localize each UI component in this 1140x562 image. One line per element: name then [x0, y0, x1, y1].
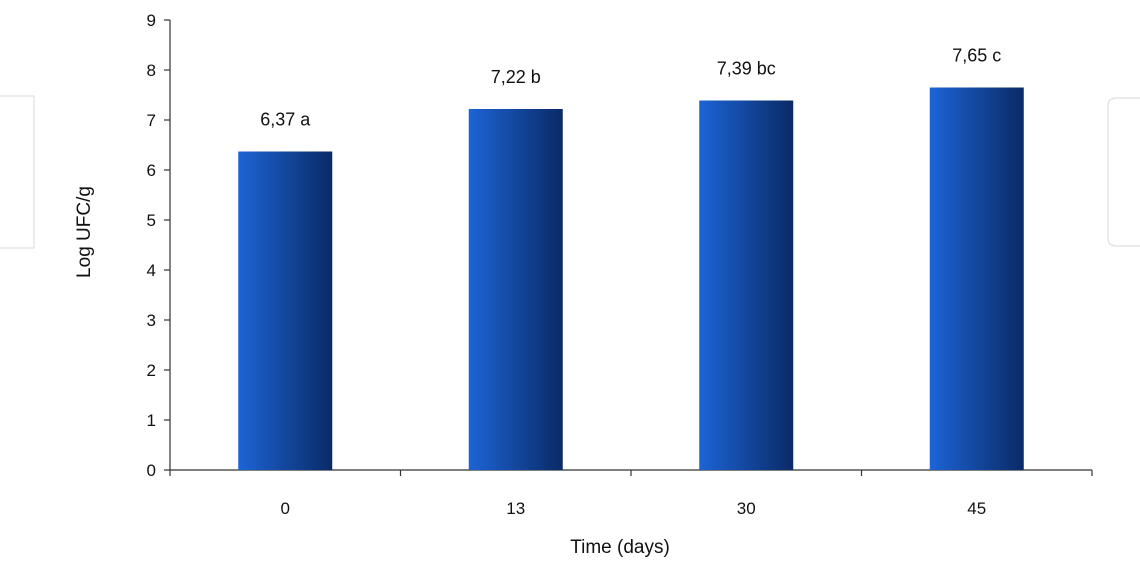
bars [238, 87, 1024, 470]
y-tick-label: 8 [147, 61, 156, 80]
data-label-30: 7,39 bc [717, 59, 776, 79]
bar-13 [468, 109, 563, 470]
y-tick-label: 9 [147, 11, 156, 30]
decorative-frame-left [0, 95, 35, 249]
x-axis: 0 13 30 45 [169, 469, 1093, 518]
y-tick-label: 3 [147, 311, 156, 330]
data-label-45: 7,65 c [952, 46, 1001, 66]
y-tick-label: 4 [147, 261, 156, 280]
y-axis-title: Log UFC/g [74, 186, 95, 278]
data-label-13: 7,22 b [491, 67, 541, 87]
y-axis: 0 1 2 3 4 5 6 7 8 9 [147, 11, 171, 480]
decorative-frame-right [1107, 97, 1140, 247]
x-axis-title: Time (days) [570, 537, 670, 558]
x-tick-label: 30 [737, 499, 756, 518]
x-tick-label: 0 [281, 499, 290, 518]
bar-0 [238, 151, 333, 470]
y-tick-label: 1 [147, 411, 156, 430]
y-tick-label: 2 [147, 361, 156, 380]
y-tick-label: 7 [147, 111, 156, 130]
x-tick-label: 45 [967, 499, 986, 518]
bar-45 [929, 87, 1024, 470]
data-label-0: 6,37 a [260, 110, 311, 130]
y-tick-label: 5 [147, 211, 156, 230]
data-labels: 6,37 a 7,22 b 7,39 bc 7,65 c [260, 46, 1001, 130]
bar-30 [699, 100, 794, 470]
x-tick-label: 13 [506, 499, 525, 518]
y-tick-label: 0 [147, 461, 156, 480]
y-tick-label: 6 [147, 161, 156, 180]
